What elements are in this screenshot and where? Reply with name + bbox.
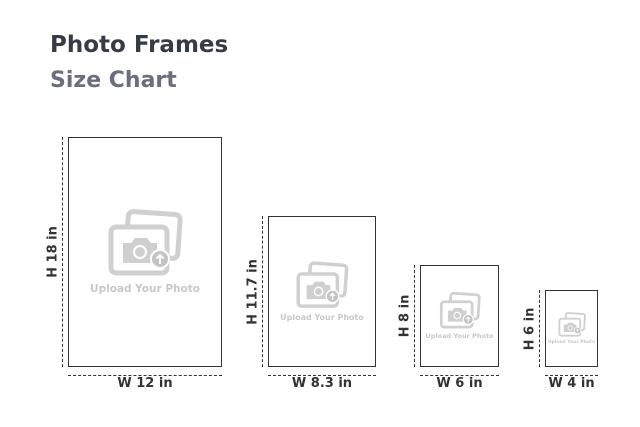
photo-frame[interactable]: Upload Your Photo [68,137,222,367]
upload-photo-label: Upload Your Photo [425,332,494,341]
height-dimension-line [262,216,263,367]
photo-upload-icon [557,312,587,337]
height-label: H 18 in [45,226,61,278]
width-label: W 8.3 in [291,376,353,391]
height-label: H 6 in [522,307,538,350]
height-dimension-line [62,137,63,367]
width-dimension-line [545,375,598,376]
width-dimension-line [68,375,222,376]
page-subtitle: Size Chart [50,68,177,93]
width-label: W 4 in [548,376,595,391]
upload-photo-label: Upload Your Photo [90,283,200,295]
photo-upload-icon [294,261,350,308]
photo-frame[interactable]: Upload Your Photo [420,265,499,367]
width-dimension-line [268,375,376,376]
height-label: H 8 in [397,294,413,338]
upload-photo-label: Upload Your Photo [547,339,596,345]
height-dimension-line [539,290,540,367]
photo-frame[interactable]: Upload Your Photo [545,290,598,367]
height-dimension-line [414,265,415,367]
upload-photo-label: Upload Your Photo [280,312,364,322]
height-label: H 11.7 in [245,258,261,325]
photo-frame[interactable]: Upload Your Photo [268,216,376,367]
width-label: W 6 in [436,376,483,391]
width-label: W 12 in [117,376,173,391]
width-dimension-line [420,375,499,376]
page-title: Photo Frames [50,32,229,58]
photo-upload-icon [105,209,185,279]
photo-upload-icon [438,291,482,329]
